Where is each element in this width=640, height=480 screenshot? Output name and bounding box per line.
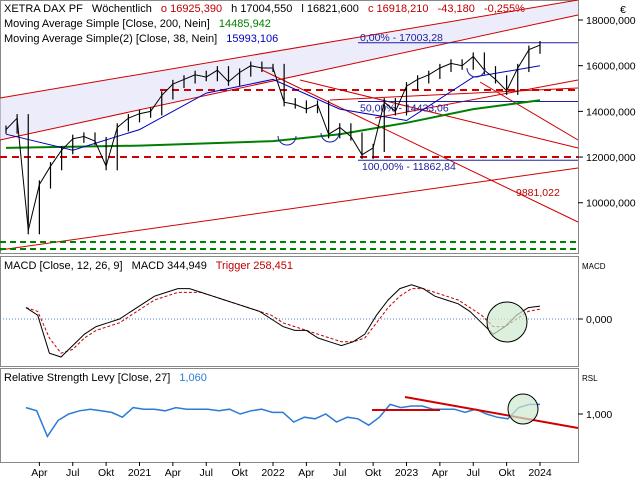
rsl-value: 1,060 <box>179 372 207 384</box>
rsl-legend: Relative Strength Levy [Close, 27] 1,060 <box>4 371 213 386</box>
pattern-arc-3 <box>466 67 486 78</box>
channel-lower-line <box>0 14 579 141</box>
price-axis-label: 14000,000 <box>586 106 636 118</box>
x-axis-label: Okt <box>98 467 114 479</box>
rsl-highlight-circle <box>507 393 539 425</box>
pattern-arc-1 <box>277 135 297 146</box>
price-legend: XETRA DAX PF Wöchentlich o 16925,390 h 1… <box>4 2 531 17</box>
long-support-line <box>0 167 579 251</box>
downtrend-line-2 <box>299 79 579 149</box>
open-value: o 16925,390 <box>160 3 223 15</box>
ma200-legend: Moving Average Simple [Close, 200, Nein]… <box>4 17 277 32</box>
target-label: 9881,022 <box>516 187 560 199</box>
x-axis-label: Jul <box>333 467 346 479</box>
macd-trigger-value: Trigger 258,451 <box>215 260 294 272</box>
close-value: c 16918,210 <box>367 3 429 15</box>
panel-frame-2 <box>0 256 579 367</box>
x-axis-label: Apr <box>432 467 449 479</box>
downtrend-line-1 <box>261 69 579 223</box>
x-axis-label: Okt <box>498 467 514 479</box>
x-axis-label: Apr <box>31 467 48 479</box>
high-value: h 17004,550 <box>231 3 293 15</box>
rsl-label: Relative Strength Levy [Close, 27] <box>4 372 171 384</box>
price-axis-label: 10000,000 <box>586 198 636 210</box>
rsl-trend-line <box>404 396 579 429</box>
price-axis-label: 16000,000 <box>586 61 636 73</box>
price-axis-label: 12000,000 <box>586 152 636 164</box>
x-axis-label: 2023 <box>395 467 419 479</box>
change-pct-value: -0,255% <box>483 3 525 15</box>
x-axis-label: 2022 <box>261 467 285 479</box>
x-axis-label: Jul <box>467 467 480 479</box>
ma200-label: Moving Average Simple [Close, 200, Nein] <box>4 18 210 30</box>
x-axis-label: Jul <box>200 467 213 479</box>
macd-axis-title: MACD <box>582 262 606 271</box>
x-axis-label: Apr <box>165 467 182 479</box>
interval-label: Wöchentlich <box>91 3 152 15</box>
channel-upper-line <box>0 0 579 99</box>
pattern-arc-2 <box>320 132 340 143</box>
fib-0-label: 0,00% - 17003,28 <box>360 32 443 44</box>
change-value: -43,180 <box>437 3 475 15</box>
price-axis-label: 18000,000 <box>586 15 636 27</box>
rsl-axis-label: 1,000 <box>586 409 612 421</box>
symbol-label: XETRA DAX PF <box>4 3 83 15</box>
uptrend-line-1 <box>374 79 579 119</box>
fib-50-label: 50,00% - 14433,06 <box>360 102 449 114</box>
price-line <box>5 44 541 231</box>
x-axis-label: Okt <box>231 467 247 479</box>
x-axis-label: 2024 <box>528 467 552 479</box>
ma38-label: Moving Average Simple(2) [Close, 38, Nei… <box>4 33 218 45</box>
x-axis-label: Jul <box>66 467 79 479</box>
fib-100-label: 100,00% - 11862,84 <box>362 161 456 173</box>
ma38-value: 15993,106 <box>226 33 279 45</box>
macd-axis-label: 0,000 <box>586 314 612 326</box>
rsl-line <box>25 403 540 438</box>
trend-channel-fill <box>0 0 578 140</box>
ma38-legend: Moving Average Simple(2) [Close, 38, Nei… <box>4 32 284 47</box>
macd-trigger-line <box>25 288 541 354</box>
rsl-axis-title: RSL <box>582 374 598 383</box>
low-value: l 16821,600 <box>301 3 359 15</box>
macd-highlight-circle <box>486 301 528 343</box>
x-axis-label: Okt <box>365 467 381 479</box>
macd-line <box>25 284 541 358</box>
panel-frame-3 <box>0 368 579 463</box>
ma200-value: 14485,942 <box>218 18 271 30</box>
macd-legend: MACD [Close, 12, 26, 9] MACD 344,949 Tri… <box>4 259 299 274</box>
currency-icon: € <box>620 4 626 16</box>
x-axis-label: Apr <box>298 467 315 479</box>
macd-label: MACD [Close, 12, 26, 9] <box>4 260 123 272</box>
macd-value: MACD 344,949 <box>131 260 207 272</box>
x-axis-label: 2021 <box>128 467 152 479</box>
